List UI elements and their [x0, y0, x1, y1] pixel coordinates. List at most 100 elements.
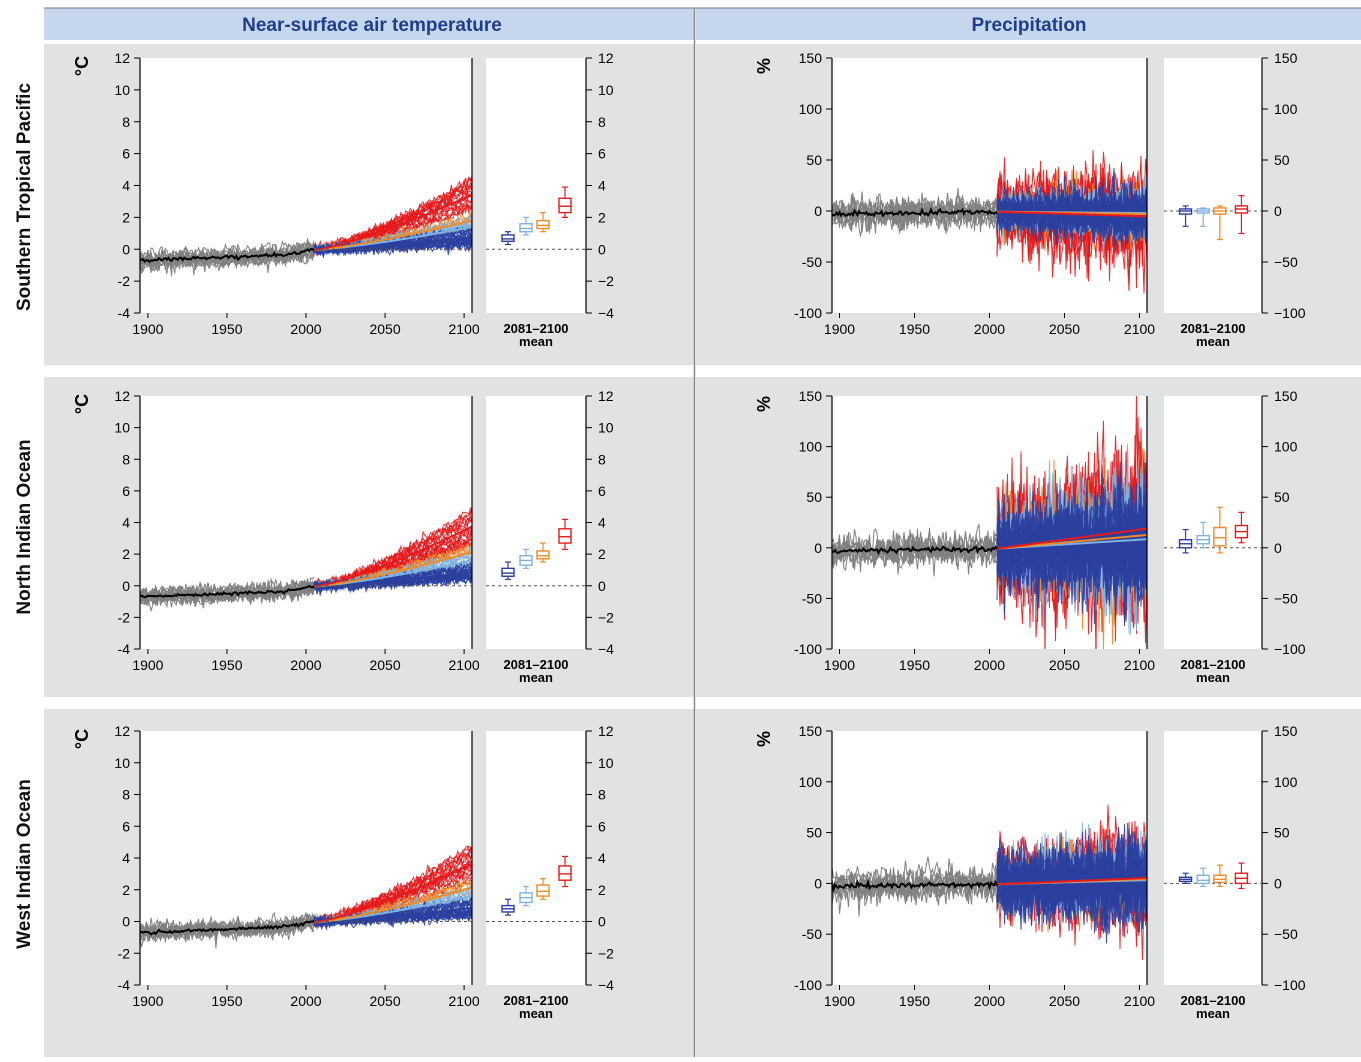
historical-mean-line	[832, 545, 998, 556]
rcp26-mean-line	[313, 906, 472, 924]
xtick-label: 1950	[211, 657, 242, 673]
xtick-label: 2000	[290, 993, 321, 1009]
chart-4: -4 −4 -2 −2 0 0 2 2 4 4 6 6 8 8 10 10 12 12 1900 1950 2000 20…	[72, 723, 614, 1021]
boxplot-box	[519, 223, 533, 233]
ytick-label-left: -50	[802, 590, 822, 606]
historical-mean-line	[832, 207, 998, 218]
ytick-label-left: -100	[794, 641, 822, 657]
xtick-label: 2050	[1049, 321, 1080, 337]
boxplot-rcp45	[1196, 867, 1210, 888]
ytick-label-left: 150	[799, 723, 823, 739]
boxplot-box	[1196, 874, 1210, 885]
series-group	[832, 804, 1147, 960]
historical-member-line	[140, 583, 314, 609]
boxplot-rcp85	[1234, 511, 1249, 544]
ytick-label-right: −2	[598, 609, 614, 625]
historical-member-line	[140, 238, 315, 261]
y-unit-label: %	[754, 731, 774, 747]
ytick-label-right: 0	[1274, 203, 1282, 219]
ytick-label-right: 0	[598, 914, 606, 930]
historical-member-line	[832, 531, 998, 571]
boxplot-rcp26	[501, 231, 515, 246]
ytick-label-left: -4	[118, 305, 131, 321]
boxplot-rcp85	[558, 518, 572, 550]
box-period-label: 2081–2100	[503, 321, 568, 336]
ytick-label-left: 12	[114, 50, 130, 66]
ytick-label-left: -100	[794, 305, 822, 321]
rcp85-mean-line	[996, 877, 1147, 886]
ytick-label-right: 8	[598, 114, 606, 130]
ytick-label-left: 12	[114, 388, 130, 404]
ytick-label-left: 2	[122, 209, 130, 225]
boxplot-rcp45	[519, 885, 533, 907]
boxplot-area	[486, 731, 586, 985]
ytick-label-right: 2	[598, 209, 606, 225]
boxplot-rcp26	[1178, 205, 1193, 227]
xtick-label: 2000	[974, 657, 1005, 673]
ytick-label-left: -2	[118, 609, 131, 625]
rcp85-mean-line	[996, 527, 1147, 550]
chart-3: -100 −100 -50 −50 0 0 50 50 100 100 150 150 1900 1950…	[754, 388, 1306, 685]
ytick-label-left: -2	[118, 945, 131, 961]
ytick-label-left: 50	[806, 825, 822, 841]
xtick-label: 1900	[132, 657, 163, 673]
xtick-label: 2100	[1124, 993, 1155, 1009]
chart-1: -100 −100 -50 −50 0 0 50 50 100 100 150 150 1900 1950…	[754, 50, 1306, 349]
ytick-label-right: 6	[598, 483, 606, 499]
ytick-label-left: -4	[118, 641, 131, 657]
plot-area	[140, 731, 472, 985]
historical-member-line	[140, 243, 315, 277]
ytick-label-left: -50	[802, 926, 822, 942]
box-period-label: 2081–2100	[503, 657, 568, 672]
ytick-label-left: 2	[122, 546, 130, 562]
xtick-label: 2000	[290, 657, 321, 673]
ytick-label-right: 100	[1274, 774, 1298, 790]
ytick-label-right: −100	[1274, 305, 1306, 321]
y-unit-label: %	[754, 396, 774, 412]
rcp85-member-line	[313, 845, 472, 928]
ytick-label-left: 10	[114, 82, 130, 98]
ytick-label-right: 0	[1274, 540, 1282, 556]
boxplot-rcp26	[501, 561, 515, 581]
boxplot-box	[536, 884, 550, 897]
ytick-label-right: 150	[1274, 388, 1298, 404]
xtick-label: 1950	[899, 321, 930, 337]
boxplot-rcp26	[1178, 528, 1193, 554]
rcp26-member-line	[996, 180, 1147, 244]
boxplot-rcp60	[1213, 506, 1227, 554]
boxplot-rcp26	[501, 898, 515, 916]
rcp26-member-line	[313, 909, 472, 928]
box-period-label: 2081–2100	[1180, 993, 1245, 1008]
chart-0: -4 −4 -2 −2 0 0 2 2 4 4 6 6 8 8 10 10 12 12 1900 1950 2000 20…	[72, 50, 614, 349]
rcp60-mean-line	[313, 219, 472, 251]
boxplot-box	[501, 234, 515, 242]
chart-2: -4 −4 -2 −2 0 0 2 2 4 4 6 6 8 8 10 10 12 12 1900 1950 2000 20…	[72, 388, 614, 685]
box-period-label: 2081–2100	[1180, 657, 1245, 672]
ytick-label-left: 6	[122, 146, 130, 162]
boxplot-box	[558, 865, 572, 881]
boxplot-box	[558, 197, 572, 214]
rcp60-mean-line	[996, 534, 1147, 550]
ytick-label-left: 100	[799, 101, 823, 117]
ytick-label-right: 4	[598, 850, 606, 866]
xtick-label: 1950	[211, 321, 242, 337]
ytick-label-left: 0	[122, 914, 130, 930]
historical-member-line	[140, 247, 315, 276]
ytick-label-right: 50	[1274, 152, 1290, 168]
ytick-label-right: −100	[1274, 977, 1306, 993]
chart-5: -100 −100 -50 −50 0 0 50 50 100 100 150 150 1900 1950…	[754, 723, 1306, 1021]
ytick-label-left: 0	[814, 203, 822, 219]
ytick-label-right: 4	[598, 178, 606, 194]
ytick-label-left: 50	[806, 489, 822, 505]
ytick-label-right: −50	[1274, 590, 1298, 606]
ytick-label-right: 10	[598, 82, 614, 98]
row-label-southern-tropical-pacific: Southern Tropical Pacific	[14, 83, 35, 311]
y-unit-label: °C	[72, 56, 92, 76]
boxplot-area	[486, 58, 586, 313]
ytick-label-left: 6	[122, 483, 130, 499]
xtick-label: 1950	[899, 657, 930, 673]
xtick-label: 2100	[449, 993, 480, 1009]
ytick-label-left: 100	[799, 774, 823, 790]
xtick-label: 2100	[449, 657, 480, 673]
ytick-label-right: 8	[598, 787, 606, 803]
